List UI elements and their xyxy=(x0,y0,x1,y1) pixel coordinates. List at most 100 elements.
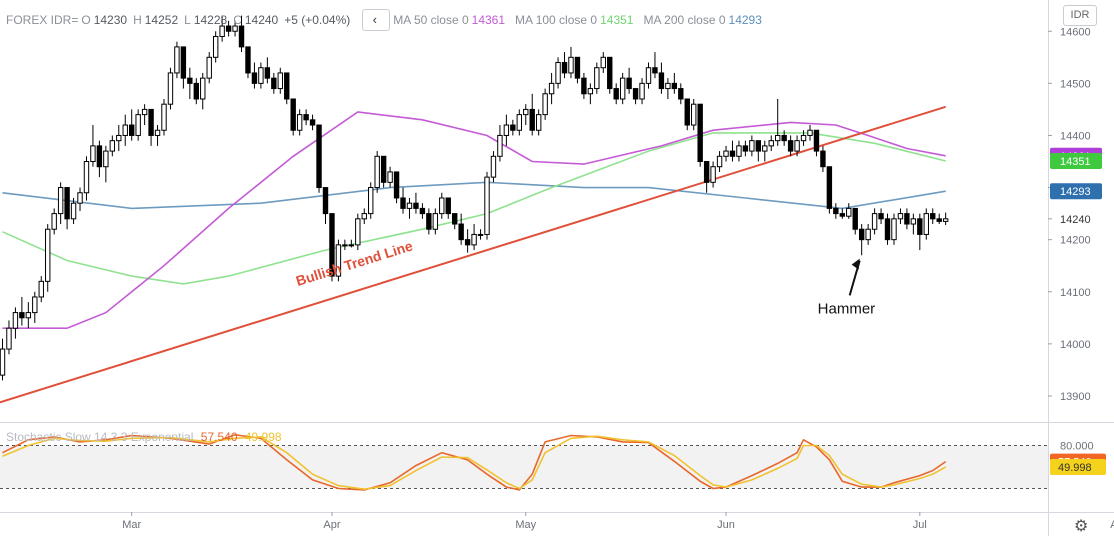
ohlc-open-key: O xyxy=(81,13,91,27)
candle-body xyxy=(942,218,949,222)
candle xyxy=(464,229,471,253)
candle-body xyxy=(187,77,193,84)
ma100-value: 14351 xyxy=(600,13,634,27)
candle xyxy=(503,114,510,146)
candle xyxy=(439,192,445,219)
candle xyxy=(587,83,594,105)
candle xyxy=(342,239,348,251)
candle-body xyxy=(19,312,25,319)
candle xyxy=(594,62,600,94)
candle xyxy=(619,72,626,105)
candle xyxy=(296,109,303,136)
candle-body xyxy=(645,67,652,84)
candle-body xyxy=(387,171,393,183)
candle xyxy=(755,140,762,162)
candle xyxy=(264,57,271,84)
candle xyxy=(284,72,290,105)
candle xyxy=(200,72,206,110)
candle-body xyxy=(678,88,684,100)
candle-body xyxy=(225,25,232,32)
candle xyxy=(419,203,426,219)
candle-body xyxy=(245,46,251,74)
badge-bg xyxy=(1050,183,1102,200)
candle xyxy=(626,67,632,94)
candle xyxy=(348,239,355,248)
stochastic-line xyxy=(2,435,947,491)
stochastic-k-value: 57.540 xyxy=(200,430,238,444)
candle-body xyxy=(587,88,594,95)
candle-body xyxy=(923,213,929,235)
bullish-trend-line xyxy=(0,105,946,404)
candle-body xyxy=(768,140,774,147)
candle-body xyxy=(374,155,380,189)
candle-body xyxy=(154,129,161,136)
candle xyxy=(607,56,613,94)
candle xyxy=(858,224,865,256)
candle xyxy=(187,67,193,99)
candle-body xyxy=(264,67,271,79)
candle-body xyxy=(503,124,510,136)
candle xyxy=(167,67,174,110)
candle xyxy=(807,125,813,141)
candle-body xyxy=(871,213,878,230)
candle xyxy=(57,182,64,225)
candle xyxy=(290,98,296,136)
candle-body xyxy=(296,114,303,131)
candle xyxy=(212,31,219,63)
candle-body xyxy=(174,46,180,74)
candle xyxy=(6,320,12,355)
price-tick-label: 14200 xyxy=(1060,235,1091,247)
candle xyxy=(684,98,690,131)
chevron-left-icon: ‹ xyxy=(372,12,377,27)
candle-body xyxy=(742,145,749,152)
candle-body xyxy=(839,213,845,217)
candle-body xyxy=(697,103,703,163)
candle xyxy=(542,88,548,120)
candle-body xyxy=(497,134,503,157)
candle xyxy=(406,197,413,219)
candle xyxy=(90,125,96,167)
candle-body xyxy=(167,72,174,105)
candle-body xyxy=(477,233,484,236)
candle-body xyxy=(212,35,219,58)
candle xyxy=(703,161,710,193)
candle-body xyxy=(180,46,187,79)
stochastic-tick-label: 80.000 xyxy=(1060,441,1094,453)
candle-body xyxy=(594,67,600,90)
price-tick-label: 13900 xyxy=(1060,391,1091,403)
candle-body xyxy=(548,82,555,95)
candle xyxy=(116,125,122,152)
candle-body xyxy=(25,312,32,319)
collapse-legend-button[interactable]: ‹ xyxy=(362,9,391,31)
candle xyxy=(781,130,787,146)
candle-body xyxy=(858,228,865,241)
time-tick-label: Aug xyxy=(1110,519,1114,531)
chart-legend: FOREX IDR= O 14230 H 14252 L 14228 C 14240 +… xyxy=(6,9,772,31)
stochastic-band xyxy=(0,445,1048,489)
candle xyxy=(800,130,807,146)
candle-body xyxy=(122,124,128,136)
candle xyxy=(258,62,264,89)
candle-body xyxy=(141,108,148,116)
candle-body xyxy=(342,244,348,247)
candle xyxy=(206,52,212,84)
candle-body xyxy=(277,72,283,90)
candle xyxy=(490,151,497,183)
candle xyxy=(38,276,44,303)
candle xyxy=(0,338,6,381)
gear-icon[interactable]: ⚙ xyxy=(1074,518,1089,535)
candle xyxy=(387,166,393,188)
candle xyxy=(64,187,70,230)
candle-body xyxy=(129,124,135,136)
candle-body xyxy=(917,218,923,235)
currency-button[interactable]: IDR xyxy=(1063,5,1097,26)
time-tick-label: Mar xyxy=(122,519,141,531)
candle-body xyxy=(368,187,374,215)
candle xyxy=(917,213,923,251)
candle xyxy=(691,98,697,131)
candle-body xyxy=(77,192,83,204)
candle xyxy=(510,119,516,136)
candle-body xyxy=(729,150,736,157)
ma200-value: 14293 xyxy=(728,13,762,27)
